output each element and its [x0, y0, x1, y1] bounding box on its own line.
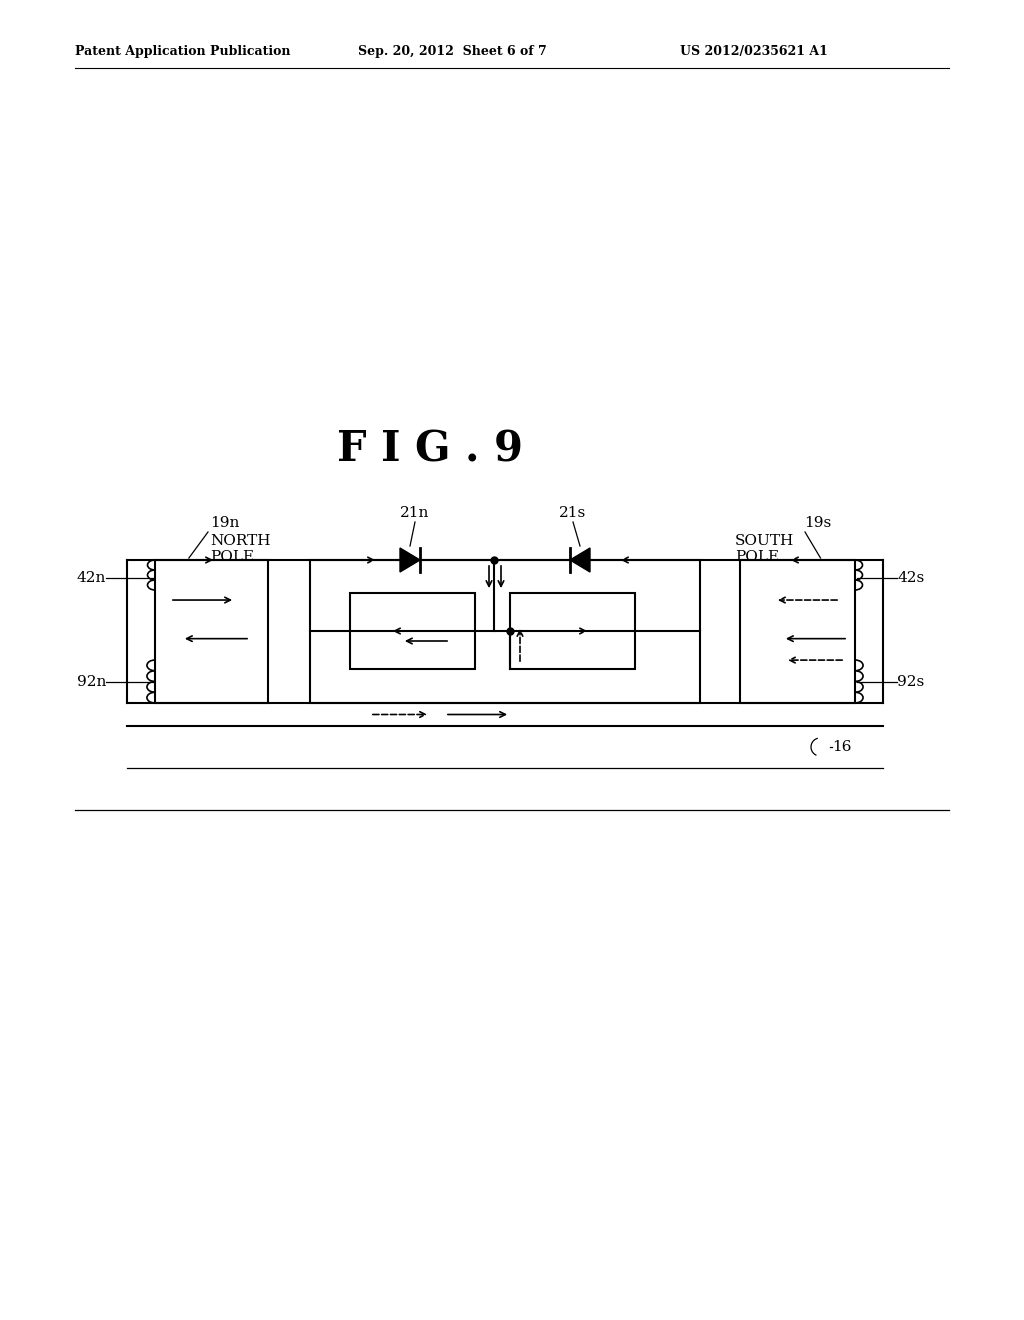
Text: 19s: 19s [804, 516, 831, 531]
Bar [310, 560, 700, 704]
Text: Patent Application Publication: Patent Application Publication [75, 45, 291, 58]
Text: 92n: 92n [77, 675, 106, 689]
Text: 42n: 42n [77, 572, 106, 585]
Text: 92s: 92s [897, 675, 925, 689]
Text: 21n: 21n [400, 506, 430, 520]
Text: US 2012/0235621 A1: US 2012/0235621 A1 [680, 45, 827, 58]
Text: 42s: 42s [897, 572, 925, 585]
Text: SOUTH
POLE: SOUTH POLE [735, 535, 795, 564]
Text: 19n: 19n [210, 516, 240, 531]
Text: F I G . 9: F I G . 9 [337, 429, 523, 471]
Text: 21s: 21s [559, 506, 587, 520]
Bar [510, 593, 635, 669]
Text: Sep. 20, 2012  Sheet 6 of 7: Sep. 20, 2012 Sheet 6 of 7 [358, 45, 547, 58]
Bar [155, 560, 268, 704]
Text: 16: 16 [831, 741, 852, 754]
Bar [740, 560, 855, 704]
Polygon shape [400, 548, 420, 572]
Text: NORTH
POLE: NORTH POLE [210, 535, 270, 564]
Polygon shape [570, 548, 590, 572]
Bar [350, 593, 475, 669]
